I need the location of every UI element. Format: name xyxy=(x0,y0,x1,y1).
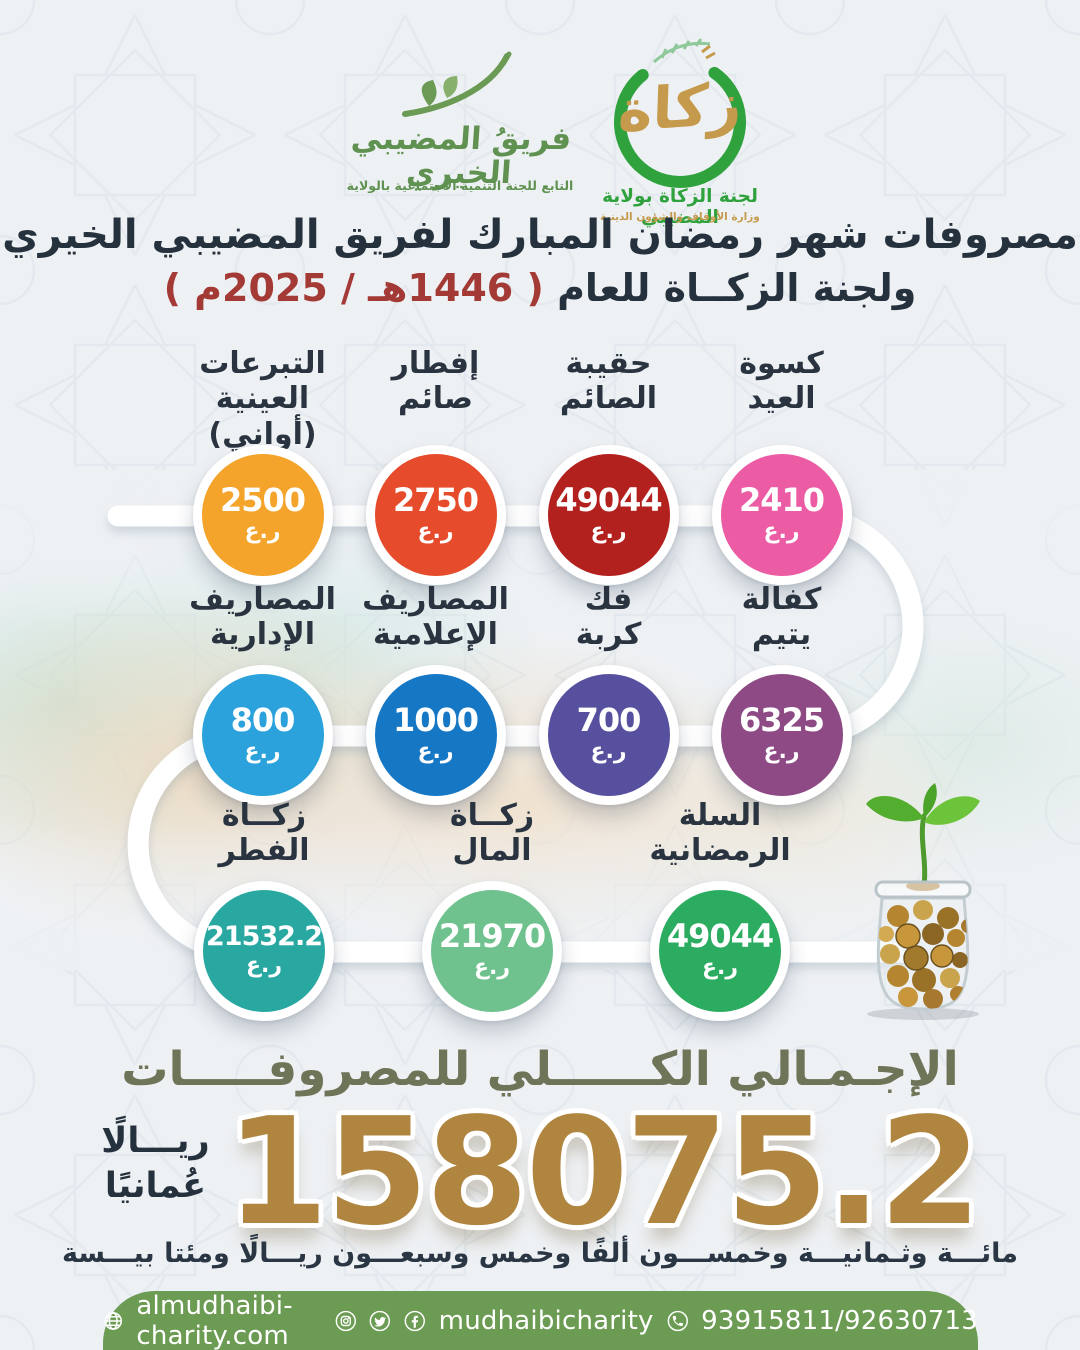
row1-labels: كسوة العيد حقيبة الصائم إفطار صائم التبرعات… xyxy=(176,346,868,452)
phone-icon xyxy=(667,1310,688,1331)
expense-label: المصاريف الإعلامية xyxy=(362,582,509,653)
row2-values: 6325 ر.ع 700 ر.ع 1000 ر.ع 800 ر.ع xyxy=(176,665,868,805)
row3-values: 49044 ر.ع 21970 ر.ع 21532.2 ر.ع xyxy=(150,881,834,1021)
footer-phone[interactable]: 93915811/92630713 xyxy=(701,1305,978,1336)
total-unit: ريـــالًا عُمانيًا xyxy=(101,1120,210,1207)
footer-social-handle[interactable]: mudhaibicharity xyxy=(438,1305,654,1336)
expense-label: زكــاة الفطر xyxy=(218,798,310,869)
expense-label: حقيبة الصائم xyxy=(559,346,658,417)
title-year: ( 1446هـ / 2025م ) xyxy=(163,266,544,310)
title-line2-prefix: ولجنة الزكــاة للعام xyxy=(543,266,917,310)
total-in-words: مائـــة وثـمانيـــة وخمســـون ألفًا وخمس… xyxy=(61,1238,1019,1269)
expense-label: المصاريف الإدارية xyxy=(189,582,336,653)
expense-label: زكــاة المال xyxy=(449,798,535,869)
zakat-calligraphy: زكاة xyxy=(616,68,744,146)
expense-label: كسوة العيد xyxy=(739,346,824,417)
expense-value-bubble: 1000 ر.ع xyxy=(365,665,506,805)
expense-value-bubble: 2410 ر.ع xyxy=(711,445,852,585)
expense-value-bubble: 49044 ر.ع xyxy=(538,445,679,585)
expense-label: إفطار صائم xyxy=(391,346,480,417)
expense-value-bubble: 800 ر.ع xyxy=(192,665,333,805)
total-amount: 158075.2 xyxy=(225,1086,982,1258)
charity-team-logo: فريقُ المضيبي الخيري التابع للجنة التنمي… xyxy=(325,50,595,210)
expense-value-bubble: 21970 ر.ع xyxy=(422,881,562,1021)
coins-jar-illustration xyxy=(866,783,980,1020)
poster-title-line1: مصروفات شهر رمضان المبارك لفريق المضيبي … xyxy=(2,212,1079,258)
team-subtitle: التابع للجنة التنمية الاجتماعية بالولاية xyxy=(346,178,574,193)
total-heading: الإجـمـالي الكــــــلي للمصروفـــــات xyxy=(121,1042,959,1097)
expense-value-bubble: 700 ر.ع xyxy=(538,665,679,805)
total-line: 158075.2 ريـــالًا عُمانيًا xyxy=(0,1098,1080,1246)
poster-title-line2: ولجنة الزكــاة للعام ( 1446هـ / 2025م ) xyxy=(0,266,1080,310)
expense-value-bubble: 49044 ر.ع xyxy=(650,881,790,1021)
twitter-icon[interactable] xyxy=(369,1303,391,1339)
zakat-committee-logo: زكاة لجنة الزكاة بولاية المضيبي وزارة ال… xyxy=(560,34,800,228)
facebook-icon[interactable] xyxy=(404,1303,426,1339)
wheat-icon xyxy=(652,38,716,64)
expense-label: التبرعات العينية (أواني) xyxy=(199,346,326,452)
leaf-branch-icon xyxy=(402,51,512,117)
footer-website[interactable]: almudhaibi-charity.com xyxy=(136,1290,293,1350)
expense-label: كفالة يتيم xyxy=(741,582,822,653)
footer-contact-bar: almudhaibi-charity.com mudhaibicharity 9… xyxy=(103,1291,978,1350)
expense-label: السلة الرمضانية xyxy=(649,798,791,869)
row1-values: 2410 ر.ع 49044 ر.ع 2750 ر.ع 2500 ر.ع xyxy=(176,445,868,585)
expense-value-bubble: 2500 ر.ع xyxy=(192,445,333,585)
row2-labels: كفالة يتيم فك كربة المصاريف الإعلامية المصا… xyxy=(176,582,868,653)
globe-icon xyxy=(104,1311,123,1330)
expense-value-bubble: 2750 ر.ع xyxy=(365,445,506,585)
expense-value-bubble: 21532.2 ر.ع xyxy=(194,881,334,1021)
instagram-icon[interactable] xyxy=(335,1303,357,1339)
row3-labels: السلة الرمضانية زكــاة المال زكــاة الفطر xyxy=(150,798,834,869)
expense-label: فك كربة xyxy=(575,582,642,653)
zakat-ministry-name: وزارة الأوقاف والشؤون الدينية xyxy=(600,211,760,223)
expense-value-bubble: 6325 ر.ع xyxy=(711,665,852,805)
zakat-ring-icon xyxy=(614,56,746,188)
zakat-committee-name: لجنة الزكاة بولاية المضيبي xyxy=(602,186,758,228)
